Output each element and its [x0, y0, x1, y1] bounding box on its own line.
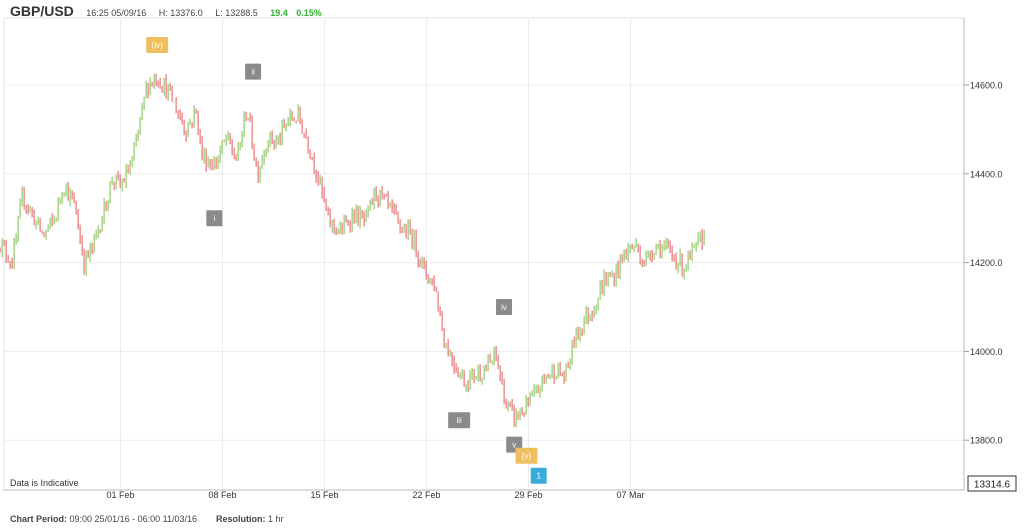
high-value: H: 13376.0 — [158, 8, 203, 18]
x-tick-label: 07 Mar — [616, 490, 644, 500]
candles-layer — [0, 73, 705, 428]
wave-label-box — [245, 63, 262, 80]
wave-label: ii — [251, 68, 255, 77]
x-tick-label: 15 Feb — [310, 490, 338, 500]
last-price-label: 13314.6 — [974, 480, 1011, 491]
y-tick-label: 13800.0 — [970, 436, 1003, 446]
chart-footer: Chart Period: 09:00 25/01/16 - 06:00 11/… — [10, 514, 284, 524]
wave-label-box — [515, 447, 538, 464]
wave-label-box — [146, 37, 169, 54]
resolution-value: 1 hr — [268, 514, 284, 524]
x-tick-label: 01 Feb — [106, 490, 134, 500]
timestamp: 16:25 05/09/16 — [86, 8, 147, 18]
y-tick-label: 14600.0 — [970, 81, 1003, 91]
data-note: Data is Indicative — [10, 478, 79, 488]
chart-header: GBP/USD 16:25 05/09/16 H: 13376.0 L: 132… — [10, 3, 326, 21]
wave-label-box — [448, 412, 471, 429]
change-percent: 0.15% — [296, 8, 322, 18]
wave-label: 1 — [536, 472, 541, 481]
y-tick-label: 14200.0 — [970, 258, 1003, 268]
wave-label-box — [206, 210, 223, 227]
period-label: Chart Period: — [10, 514, 68, 524]
period-value: 09:00 25/01/16 - 06:00 11/03/16 — [69, 514, 197, 524]
symbol-title: GBP/USD — [10, 3, 74, 19]
wave-label: iv — [501, 303, 507, 312]
x-tick-label: 29 Feb — [514, 490, 542, 500]
wave-label: (iv) — [152, 41, 163, 50]
last-price-box: 13314.6 — [967, 475, 1017, 492]
wave-label-box — [530, 467, 547, 484]
wave-label: iii — [456, 416, 462, 425]
wave-label: (v) — [522, 452, 532, 461]
change-value: 19.4 — [270, 8, 288, 18]
axes-layer: 13800.0 14000.0 14200.0 14400.0 14600.0 01 Fe… — [4, 18, 1003, 500]
x-tick-label: 22 Feb — [412, 490, 440, 500]
x-tick-label: 08 Feb — [208, 490, 236, 500]
y-tick-label: 14400.0 — [970, 169, 1003, 179]
y-tick-label: 14000.0 — [970, 347, 1003, 357]
low-value: L: 13288.5 — [215, 8, 258, 18]
wave-label-box — [496, 299, 513, 315]
resolution-label: Resolution: — [216, 514, 266, 524]
wave-label: i — [213, 214, 215, 223]
wave-label: v — [512, 441, 516, 450]
